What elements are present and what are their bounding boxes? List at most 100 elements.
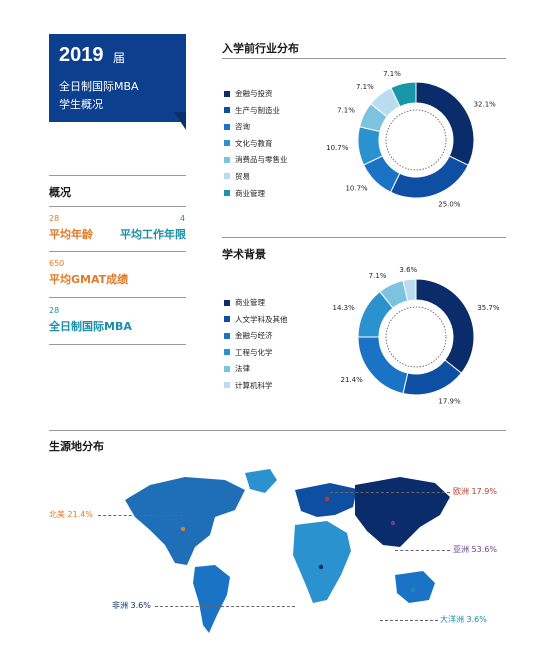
academic-slice-label: 7.1% <box>369 272 387 280</box>
mba-label: 全日制国际MBA <box>49 320 132 333</box>
title-line3: 学生概况 <box>59 98 103 111</box>
industry-legend-swatch <box>224 107 230 114</box>
title-line2: 全日制国际MBA <box>59 80 139 93</box>
gmat-value: 650 <box>49 259 65 268</box>
academic-legend-label: 金融与经济 <box>235 331 273 341</box>
academic-slice-label: 17.9% <box>438 398 461 406</box>
south-america-shape <box>193 565 230 633</box>
industry-legend-label: 商业管理 <box>235 188 265 198</box>
industry-legend-swatch <box>224 173 230 180</box>
academic-inner-ring <box>385 306 447 368</box>
industry-slice-label: 10.7% <box>326 144 349 152</box>
avg-age-value: 28 <box>49 214 60 223</box>
industry-legend-item: 咨询 <box>224 121 288 132</box>
industry-legend-label: 生产与制造业 <box>235 105 280 115</box>
divider <box>222 58 506 59</box>
oceania-percent: 3.6% <box>466 615 487 624</box>
north-america-leader-line <box>98 515 183 516</box>
industry-legend-label: 咨询 <box>235 122 250 132</box>
year-suffix: 届 <box>113 51 126 65</box>
north-america-percent: 21.4% <box>67 510 93 519</box>
europe-marker <box>324 496 330 502</box>
asia-marker <box>390 520 396 526</box>
asia-label: 亚洲 53.6% <box>453 544 497 555</box>
mba-value: 28 <box>49 306 60 315</box>
divider <box>49 251 186 252</box>
academic-slice-label: 3.6% <box>399 266 417 274</box>
year: 2019 <box>59 44 104 66</box>
oceania-label: 大洋洲 3.6% <box>440 614 487 625</box>
north-america-shape <box>125 477 245 565</box>
industry-legend-swatch <box>224 90 230 97</box>
africa-name: 非洲 <box>112 601 128 610</box>
industry-legend-label: 文化与教育 <box>235 138 273 148</box>
industry-legend-item: 商业管理 <box>224 188 288 199</box>
academic-legend-swatch <box>224 349 230 356</box>
divider <box>49 430 506 431</box>
africa-shape <box>293 521 351 603</box>
academic-legend: 商业管理人文学科及其他 金融与经济工程与化学法律计算机科学 <box>224 297 288 391</box>
overview-title: 概况 <box>49 186 71 199</box>
industry-inner-ring <box>385 109 447 171</box>
academic-legend-item: 工程与化学 <box>224 347 288 358</box>
academic-legend-label: 人文学科及其他 <box>235 314 288 324</box>
academic-title: 学术背景 <box>222 248 266 261</box>
europe-name: 欧洲 <box>453 487 469 496</box>
academic-donut-chart: 35.7% 17.9% 21.4% 14.3% 7.1% 3.6% <box>332 266 500 406</box>
world-map <box>125 469 450 633</box>
industry-slice <box>390 81 417 108</box>
industry-legend-label: 消费品与零售业 <box>235 155 288 165</box>
africa-leader-line <box>155 606 295 607</box>
academic-legend-swatch <box>224 365 230 372</box>
europe-label: 欧洲 17.9% <box>453 486 497 497</box>
divider <box>222 237 506 238</box>
divider <box>49 344 186 345</box>
title-fold <box>174 112 186 130</box>
academic-slice <box>357 336 409 395</box>
asia-name: 亚洲 <box>453 545 469 554</box>
oceania-leader-line <box>380 620 438 621</box>
academic-legend-item: 法律 <box>224 363 288 374</box>
industry-title: 入学前行业分布 <box>222 42 299 55</box>
industry-legend-item: 生产与制造业 <box>224 105 288 116</box>
title-card: 2019 届 全日制国际MBA 学生概况 <box>49 34 186 122</box>
industry-legend-swatch <box>224 140 230 147</box>
academic-slice <box>402 278 417 302</box>
academic-slice-label: 14.3% <box>332 304 355 312</box>
africa-marker <box>318 564 324 570</box>
academic-legend-label: 工程与化学 <box>235 347 273 357</box>
divider <box>49 206 186 207</box>
academic-legend-swatch <box>224 382 230 389</box>
europe-percent: 17.9% <box>471 487 497 496</box>
north-america-name: 北美 <box>49 510 65 519</box>
divider <box>49 297 186 298</box>
industry-legend-item: 消费品与零售业 <box>224 154 288 165</box>
academic-legend-label: 商业管理 <box>235 298 265 307</box>
greenland-shape <box>245 469 277 493</box>
industry-legend-label: 贸易 <box>235 171 250 181</box>
gmat-label: 平均GMAT成绩 <box>49 273 129 286</box>
avg-work-value: 4 <box>180 214 186 223</box>
academic-legend-label: 计算机科学 <box>235 380 273 390</box>
asia-percent: 53.6% <box>471 545 497 554</box>
academic-legend-swatch <box>224 299 230 306</box>
academic-legend-label: 法律 <box>235 364 250 374</box>
australia-marker <box>410 587 416 593</box>
academic-legend-item: 商业管理 <box>224 297 288 308</box>
map-title: 生源地分布 <box>49 440 104 453</box>
academic-legend-item: 金融与经济 <box>224 330 288 341</box>
australia-shape <box>395 571 435 603</box>
africa-percent: 3.6% <box>130 601 151 610</box>
industry-donut-chart: 32.1% 25.0% 10.7% 10.7% 7.1% 7.1% 7.1% <box>326 70 497 209</box>
industry-legend-swatch <box>224 123 230 130</box>
africa-label: 非洲 3.6% <box>112 600 151 611</box>
asia-shape <box>355 477 450 547</box>
industry-legend-item: 贸易 <box>224 171 288 182</box>
industry-slice-label: 32.1% <box>474 100 497 108</box>
industry-slice <box>415 81 475 166</box>
industry-slice-label: 7.1% <box>337 107 355 115</box>
academic-slice-label: 35.7% <box>477 304 500 312</box>
avg-work-label: 平均工作年限 <box>120 228 186 241</box>
academic-slice-label: 21.4% <box>341 376 364 384</box>
divider <box>49 175 186 176</box>
